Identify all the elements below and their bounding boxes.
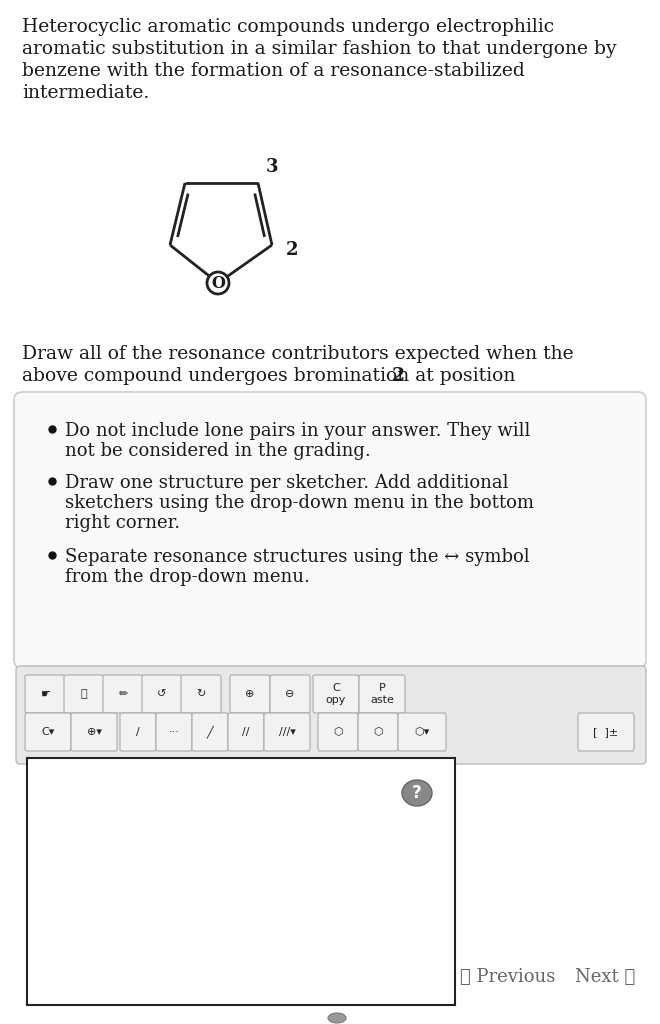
FancyBboxPatch shape: [398, 713, 446, 751]
Text: ⬡▾: ⬡▾: [414, 727, 430, 737]
FancyBboxPatch shape: [181, 675, 221, 713]
Text: intermediate.: intermediate.: [22, 84, 149, 102]
Circle shape: [207, 272, 229, 294]
Text: ···: ···: [168, 727, 180, 737]
Text: not be considered in the grading.: not be considered in the grading.: [65, 442, 371, 460]
Text: Do not include lone pairs in your answer. They will: Do not include lone pairs in your answer…: [65, 422, 531, 440]
Text: ⬡: ⬡: [373, 727, 383, 737]
FancyBboxPatch shape: [25, 675, 65, 713]
FancyBboxPatch shape: [120, 713, 156, 751]
Ellipse shape: [402, 780, 432, 806]
Text: 3: 3: [266, 158, 279, 176]
Text: C▾: C▾: [42, 727, 55, 737]
Text: 🧴: 🧴: [81, 689, 87, 699]
FancyBboxPatch shape: [270, 675, 310, 713]
Text: ↺: ↺: [157, 689, 167, 699]
FancyBboxPatch shape: [103, 675, 143, 713]
FancyBboxPatch shape: [64, 675, 104, 713]
FancyBboxPatch shape: [156, 713, 192, 751]
Text: //: //: [242, 727, 249, 737]
Text: sketchers using the drop-down menu in the bottom: sketchers using the drop-down menu in th…: [65, 494, 534, 512]
Text: ✏: ✏: [118, 689, 127, 699]
Text: Heterocyclic aromatic compounds undergo electrophilic: Heterocyclic aromatic compounds undergo …: [22, 18, 554, 36]
FancyBboxPatch shape: [14, 392, 646, 668]
FancyBboxPatch shape: [318, 713, 358, 751]
Text: ❪ Previous: ❪ Previous: [460, 968, 555, 986]
FancyBboxPatch shape: [71, 713, 117, 751]
Text: benzene with the formation of a resonance-stabilized: benzene with the formation of a resonanc…: [22, 62, 525, 80]
Text: 2: 2: [286, 241, 298, 259]
FancyBboxPatch shape: [25, 713, 71, 751]
Text: P
aste: P aste: [370, 683, 394, 705]
FancyBboxPatch shape: [313, 675, 359, 713]
Text: C
opy: C opy: [326, 683, 347, 705]
FancyBboxPatch shape: [359, 675, 405, 713]
FancyBboxPatch shape: [578, 713, 634, 751]
Text: ⊖: ⊖: [285, 689, 294, 699]
Text: ☛: ☛: [40, 689, 50, 699]
Text: 2: 2: [392, 367, 405, 385]
FancyBboxPatch shape: [142, 675, 182, 713]
Text: ///▾: ///▾: [279, 727, 296, 737]
FancyBboxPatch shape: [358, 713, 398, 751]
FancyBboxPatch shape: [228, 713, 264, 751]
Text: Separate resonance structures using the ↔ symbol: Separate resonance structures using the …: [65, 548, 529, 566]
Text: aromatic substitution in a similar fashion to that undergone by: aromatic substitution in a similar fashi…: [22, 40, 616, 58]
Text: from the drop-down menu.: from the drop-down menu.: [65, 568, 310, 586]
Text: ⬡: ⬡: [333, 727, 343, 737]
FancyBboxPatch shape: [230, 675, 270, 713]
Text: ⊕: ⊕: [246, 689, 255, 699]
FancyBboxPatch shape: [264, 713, 310, 751]
Text: right corner.: right corner.: [65, 514, 180, 532]
Text: above compound undergoes bromination at position: above compound undergoes bromination at …: [22, 367, 521, 385]
Text: ⊕▾: ⊕▾: [86, 727, 102, 737]
Text: [  ]±: [ ]±: [593, 727, 618, 737]
Text: O: O: [211, 274, 225, 292]
Text: Draw all of the resonance contributors expected when the: Draw all of the resonance contributors e…: [22, 345, 574, 362]
Ellipse shape: [328, 1013, 346, 1023]
Text: Draw one structure per sketcher. Add additional: Draw one structure per sketcher. Add add…: [65, 474, 508, 492]
Text: /: /: [136, 727, 140, 737]
Text: ╱: ╱: [207, 726, 213, 738]
Text: ↻: ↻: [196, 689, 206, 699]
FancyBboxPatch shape: [192, 713, 228, 751]
Text: Next ❫: Next ❫: [575, 968, 635, 986]
FancyBboxPatch shape: [27, 758, 455, 1005]
FancyBboxPatch shape: [16, 666, 646, 764]
Text: ?: ?: [412, 784, 422, 802]
